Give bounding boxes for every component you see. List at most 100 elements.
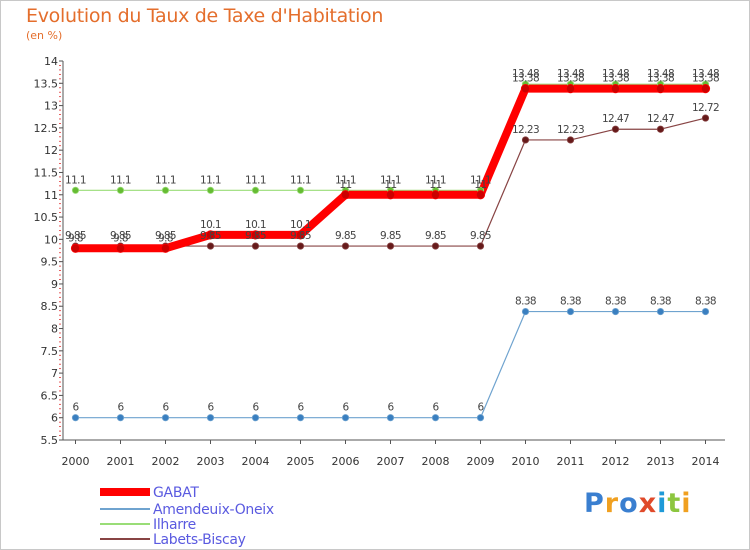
series-markers (70, 80, 711, 422)
x-tick-label: 2009 (467, 455, 495, 468)
data-point (701, 114, 710, 122)
data-label: 9.8 (113, 232, 128, 244)
data-label: 13.38 (647, 73, 674, 85)
data-point (116, 414, 125, 422)
data-point (611, 125, 620, 133)
y-tick-label: 13.5 (34, 77, 59, 90)
data-label: 11.1 (65, 174, 86, 186)
legend-label: Ilharre (153, 517, 196, 533)
data-point (475, 190, 486, 200)
data-point (610, 84, 621, 94)
data-label: 13.38 (692, 73, 719, 85)
data-label: 9.85 (290, 230, 311, 242)
data-label: 11.1 (200, 174, 221, 186)
legend-label: Labets-Biscay (153, 532, 246, 548)
data-point (205, 230, 216, 240)
x-tick-label: 2011 (557, 455, 585, 468)
logo-letter: r (604, 488, 620, 519)
data-label: 9.85 (470, 230, 491, 242)
data-label: 11.1 (245, 174, 266, 186)
data-point (251, 186, 260, 194)
y-tick-label: 10.5 (34, 211, 59, 224)
data-point (251, 242, 260, 250)
y-tick-label: 7.5 (41, 345, 59, 358)
data-label: 13.48 (647, 68, 674, 80)
data-label: 9.8 (68, 232, 83, 244)
y-tick-label: 12.5 (34, 122, 59, 135)
data-label: 13.38 (557, 73, 584, 85)
y-tick-label: 5.5 (41, 434, 59, 447)
data-point (116, 186, 125, 194)
data-label: 9.85 (200, 230, 221, 242)
data-label: 13.48 (557, 68, 584, 80)
data-label: 9.8 (158, 232, 173, 244)
data-label: 11 (429, 179, 441, 191)
data-label: 11.1 (290, 174, 311, 186)
logo-letter: t (667, 488, 682, 519)
data-point (341, 242, 350, 250)
data-label: 11 (474, 179, 486, 191)
data-label: 13.38 (512, 73, 539, 85)
data-point (70, 243, 81, 253)
data-point (476, 414, 485, 422)
series-lines (71, 83, 710, 419)
data-label: 9.85 (65, 230, 86, 242)
y-tick-label: 6.5 (41, 389, 59, 402)
data-label: 9.85 (380, 230, 401, 242)
data-point (295, 230, 306, 240)
data-point (430, 190, 441, 200)
data-point (656, 307, 665, 316)
data-point (701, 307, 710, 316)
data-label: 11 (339, 179, 351, 191)
y-tick-label: 12 (44, 144, 58, 157)
data-point (296, 242, 305, 250)
data-point (161, 186, 170, 194)
data-point (296, 414, 305, 422)
data-point (206, 242, 215, 250)
y-tick-label: 7 (51, 367, 58, 380)
y-tick-label: 8.5 (41, 300, 59, 313)
y-tick-label: 8 (51, 323, 58, 336)
x-tick-label: 2008 (422, 455, 450, 468)
x-tick-label: 2013 (647, 455, 675, 468)
data-point (251, 414, 260, 422)
data-point (250, 230, 261, 240)
data-label: 13.48 (602, 68, 629, 80)
data-point (161, 414, 170, 422)
data-label: 11.1 (110, 174, 131, 186)
data-label: 11.1 (470, 174, 491, 186)
x-tick-label: 2005 (287, 455, 315, 468)
x-tick-label: 2010 (512, 455, 540, 468)
x-tick-label: 2000 (62, 455, 90, 468)
data-label: 6 (162, 402, 169, 414)
data-label: 12.23 (512, 124, 539, 136)
data-label: 6 (387, 402, 394, 414)
proxiti-logo: Proxiti (584, 488, 692, 519)
y-tick-label: 9 (51, 278, 58, 291)
x-tick-label: 2007 (377, 455, 405, 468)
data-point (611, 307, 620, 316)
data-point (566, 307, 575, 316)
data-point (566, 136, 575, 144)
data-label: 8.38 (560, 296, 581, 308)
data-label: 13.38 (602, 73, 629, 85)
data-point (115, 243, 126, 253)
data-point (296, 186, 305, 194)
data-label: 11.1 (335, 174, 356, 186)
data-point (565, 84, 576, 94)
data-point (520, 84, 531, 94)
logo-letter: i (657, 488, 668, 519)
y-tick-label: 9.5 (41, 256, 59, 269)
data-label: 11.1 (380, 174, 401, 186)
logo-letter: x (638, 488, 658, 519)
data-label: 11.1 (425, 174, 446, 186)
data-point (386, 414, 395, 422)
legend-label: Amendeuix-Oneix (153, 502, 274, 518)
data-point (656, 125, 665, 133)
data-label: 6 (342, 402, 349, 414)
data-point (206, 186, 215, 194)
data-label: 8.38 (650, 296, 671, 308)
x-tick-label: 2004 (242, 455, 270, 468)
